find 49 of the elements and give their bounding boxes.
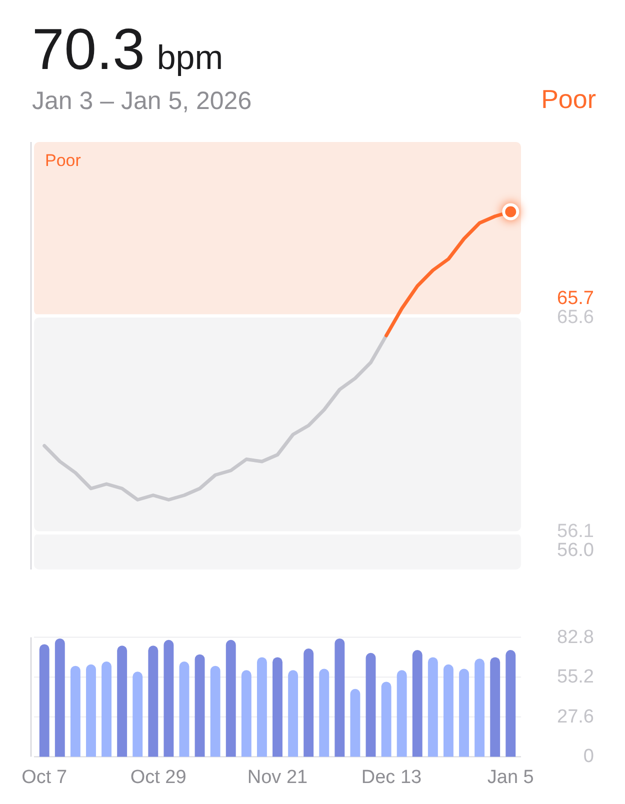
band-label: Poor	[45, 151, 82, 170]
bar	[272, 657, 282, 757]
bar	[194, 654, 205, 757]
ref-line-label: 65.7	[557, 288, 594, 309]
bar	[350, 688, 360, 757]
line-series	[42, 334, 388, 502]
bar	[412, 650, 422, 757]
bar	[256, 657, 267, 757]
y-tick-label: 65.6	[557, 307, 594, 328]
bar	[490, 657, 500, 757]
bar	[381, 682, 392, 757]
y-tick-label: 0	[583, 746, 594, 768]
bar	[54, 638, 65, 757]
bar	[366, 652, 376, 757]
bar	[459, 668, 469, 757]
bar	[241, 670, 252, 757]
bar	[226, 640, 236, 757]
bar	[39, 644, 50, 757]
y-tick-label: 27.6	[557, 706, 594, 728]
x-tick-label: Oct 7	[22, 767, 68, 788]
chart-subtitle: Jan 3 – Jan 5, 2026	[32, 87, 252, 115]
bar	[102, 662, 112, 757]
x-tick-label: Jan 5	[487, 767, 534, 788]
x-tick-label: Oct 29	[130, 767, 186, 788]
bar	[319, 668, 330, 757]
bar	[443, 664, 454, 757]
y-tick-label: 55.2	[557, 666, 594, 688]
bar	[70, 666, 80, 757]
bar	[86, 664, 96, 757]
bar	[210, 666, 220, 757]
bar	[164, 640, 174, 757]
bar	[396, 670, 407, 757]
bar	[288, 670, 298, 757]
bar	[506, 650, 516, 757]
bar	[132, 672, 143, 757]
bar	[304, 648, 314, 757]
bar	[117, 646, 128, 757]
y-tick-label: 82.8	[557, 626, 594, 648]
bar	[179, 662, 190, 757]
ref-line-label: 56.0	[557, 540, 594, 561]
x-tick-label: Nov 21	[247, 767, 308, 788]
chart-title: 70.3 bpm	[32, 17, 224, 82]
x-tick-label: Dec 13	[361, 767, 422, 788]
bar	[428, 657, 438, 757]
y-tick-label: 56.1	[557, 520, 594, 542]
bar	[474, 658, 485, 757]
text: Poor	[541, 84, 596, 114]
bar	[148, 646, 158, 757]
bar	[334, 638, 345, 757]
